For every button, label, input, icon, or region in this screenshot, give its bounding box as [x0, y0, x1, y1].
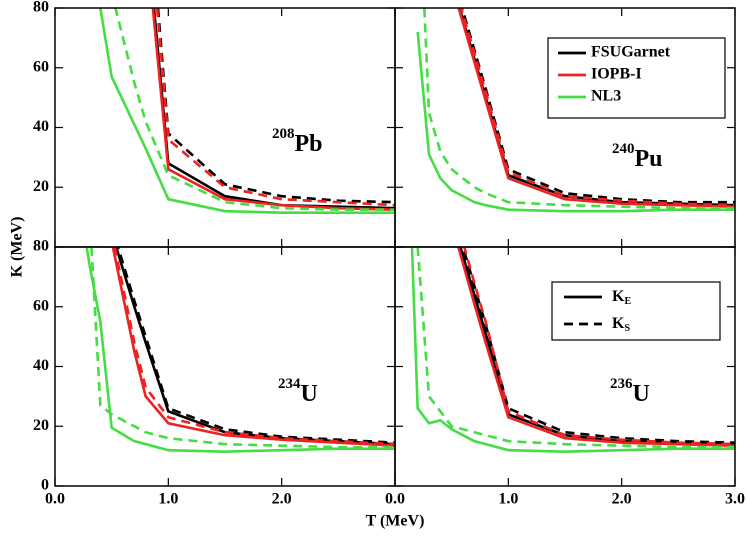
x-axis-label: T (MeV): [366, 513, 425, 530]
nucleus-mass: 208: [272, 126, 295, 142]
legend-label: KE: [612, 288, 631, 308]
y-tick-label: 20: [33, 178, 49, 195]
y-tick-label: 20: [33, 417, 49, 434]
nucleus-mass: 236: [610, 376, 633, 392]
legend-box: [551, 281, 721, 341]
y-tick-label: 40: [33, 118, 49, 135]
series-line: [423, 8, 735, 210]
series-line: [410, 247, 735, 453]
legend-subscript: E: [624, 296, 631, 307]
series-line: [114, 8, 395, 211]
series-line: [113, 247, 395, 446]
y-tick-label: 80: [33, 238, 49, 255]
x-tick-label: 0.0: [45, 491, 65, 508]
series-line: [155, 8, 395, 207]
y-tick-label: 60: [33, 297, 49, 314]
nucleus-label: 208Pb: [272, 126, 323, 156]
nucleus-mass: 240: [612, 141, 635, 157]
legend-label: KS: [612, 315, 630, 335]
series-line: [85, 247, 395, 453]
x-tick-label: 1.0: [158, 491, 178, 508]
plot-area: [99, 8, 395, 214]
y-axis-label: K (MeV): [9, 217, 26, 278]
nucleus-mass: 234: [278, 376, 301, 392]
legend-label: NL3: [591, 88, 621, 105]
nucleus-label: 240Pu: [612, 141, 663, 171]
y-tick-label: 80: [33, 0, 49, 16]
nucleus-symbol: U: [301, 381, 318, 407]
legend-label: FSUGarnet: [591, 44, 671, 61]
plot-area: [85, 247, 395, 453]
y-tick-label: 0: [41, 477, 49, 494]
series-line: [462, 247, 735, 446]
legend-subscript: S: [624, 323, 630, 334]
legend-box: [547, 37, 726, 119]
nucleus-label: 234U: [278, 376, 318, 406]
legend-symbol: K: [612, 288, 625, 305]
series-line: [151, 8, 395, 211]
series-line: [114, 247, 395, 446]
nucleus-symbol: U: [633, 381, 650, 407]
x-tick-label: 3.0: [725, 491, 745, 508]
plot-area: [410, 247, 735, 453]
y-tick-label: 60: [33, 58, 49, 75]
x-tick-label: 2.0: [272, 491, 292, 508]
legend-symbol: K: [612, 315, 625, 332]
series-line: [457, 247, 735, 447]
plot-area: [416, 8, 735, 213]
series-line: [99, 8, 395, 214]
legend-label: IOPB-I: [591, 66, 642, 83]
x-tick-label: 0.0: [385, 491, 405, 508]
series-line: [90, 247, 395, 449]
series-line: [457, 8, 735, 208]
x-tick-label: 1.0: [498, 491, 518, 508]
x-tick-label: 2.0: [612, 491, 632, 508]
nucleus-label: 236U: [610, 376, 650, 406]
y-tick-label: 40: [33, 357, 49, 374]
nucleus-symbol: Pb: [295, 131, 323, 157]
series-line: [116, 247, 395, 444]
nucleus-symbol: Pu: [635, 146, 663, 172]
series-line: [111, 247, 395, 447]
series-line: [416, 31, 735, 213]
series-line: [416, 247, 735, 449]
